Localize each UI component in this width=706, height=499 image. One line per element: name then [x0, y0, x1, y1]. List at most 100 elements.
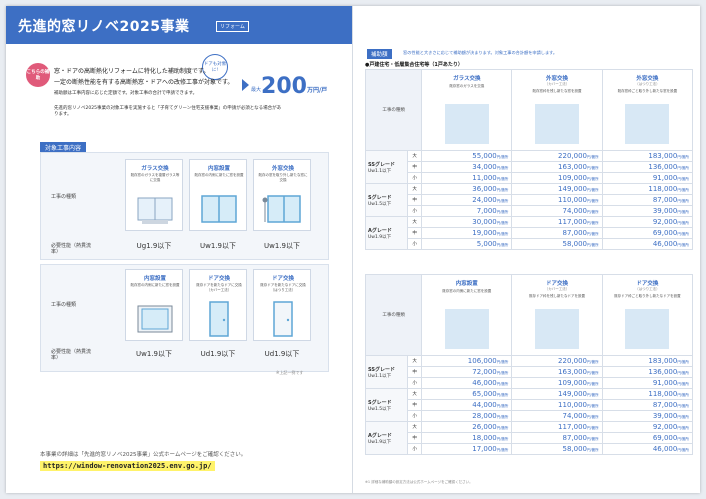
- table-row: 中 18,000円/箇所 87,000円/箇所 69,000円/箇所: [366, 432, 694, 444]
- amount-unit: 円/箇所: [677, 243, 689, 247]
- subsidy-amount: 136,000円/箇所: [648, 163, 689, 171]
- performance-value: Ud1.9以下: [264, 350, 300, 358]
- amount-unit: 円/箇所: [587, 426, 599, 430]
- amount-number: 19,000: [472, 229, 497, 237]
- table-row: Aグレード Uw1.9以下大 30,000円/箇所 117,000円/箇所 92,000…: [364, 216, 694, 250]
- subsidy-amount-cell: 183,000円/箇所: [601, 150, 694, 162]
- amount-number: 65,000: [472, 390, 497, 398]
- bullet-1: 補助額は工事内容に応じた定額です。対象工事の合計で申請できます。: [54, 91, 198, 96]
- header-title: 内窓設置: [455, 281, 478, 287]
- arrow-icon: [242, 79, 249, 91]
- subsidy-amount-cell: 26,000円/箇所: [421, 421, 513, 433]
- subsidy-amount-cell: 65,000円/箇所: [421, 388, 513, 400]
- work-card: 外窓交換 既存の窓を取り外し新たな窓に交換: [253, 159, 311, 231]
- table-corner-label: 工事の種類: [364, 274, 423, 356]
- amount-unit: 円/箇所: [677, 382, 689, 386]
- header-desc: 既存ドア枠を残し新たなドアを設置: [529, 294, 586, 298]
- outer-window-icon: [262, 195, 301, 223]
- amount-unit: 円/箇所: [677, 177, 689, 181]
- amount-number: 220,000: [558, 357, 587, 365]
- size-label: 中: [407, 399, 423, 411]
- table-row: Sグレード Uw1.5以下大 65,000円/箇所 149,000円/箇所 118,00…: [364, 388, 694, 422]
- inner-window-icon: [201, 195, 237, 223]
- subsidy-amount-cell: 58,000円/箇所: [511, 443, 603, 455]
- brochure-spread: 先進的窓リノベ2025事業 リフォーム こちらの補助 ドアも対象に! 窓・ドアの…: [6, 6, 700, 493]
- subsidy-amount-cell: 5,000円/箇所: [421, 238, 513, 250]
- subsidy-amount: 58,000円/箇所: [563, 445, 599, 453]
- header-subtitle: （カバー工法）: [544, 82, 570, 86]
- page-title: 先進的窓リノベ2025事業: [18, 19, 190, 35]
- row-label: 工事の種類: [51, 194, 77, 200]
- section-label: 対象工事内容: [40, 142, 87, 153]
- amount-number: 92,000: [652, 423, 678, 431]
- amount-number: 39,000: [652, 207, 678, 215]
- table-row: Sグレード Uw1.5以下大 36,000円/箇所 149,000円/箇所 118,00…: [364, 183, 694, 217]
- amount-unit: 円/箇所: [677, 404, 689, 408]
- official-site-link[interactable]: https://window-renovation2025.env.go.jp/: [40, 461, 215, 471]
- table-row: SSグレード Uw1.1以下大 106,000円/箇所 220,000円/箇所 183,…: [364, 355, 694, 389]
- amount-unit: 円/箇所: [496, 404, 509, 408]
- subsidy-amount: 34,000円/箇所: [472, 163, 508, 171]
- table-row: SSグレード Uw1.1以下大 55,000円/箇所 220,000円/箇所 183,0…: [364, 150, 694, 184]
- subsidy-amount: 106,000円/箇所: [468, 357, 509, 365]
- window-illustration-icon: [535, 309, 580, 349]
- grade-condition: Uw1.1以下: [368, 373, 392, 379]
- amount-number: 74,000: [562, 207, 588, 215]
- table-row: 小 5,000円/箇所 58,000円/箇所 46,000円/箇所: [366, 238, 694, 250]
- grade-condition: Uw1.5以下: [368, 201, 392, 207]
- size-label: 大: [407, 150, 423, 162]
- amount-unit: 円/箇所: [496, 166, 509, 170]
- subsidy-amount: 58,000円/箇所: [563, 240, 599, 248]
- subsidy-amount: 163,000円/箇所: [558, 163, 599, 171]
- amount-number: 149,000: [558, 390, 587, 398]
- subsidy-amount-cell: 69,000円/箇所: [601, 227, 694, 239]
- amount-number: 163,000: [558, 163, 587, 171]
- subsidy-amount-cell: 149,000円/箇所: [511, 388, 603, 400]
- subsidy-amount: 117,000円/箇所: [558, 423, 599, 431]
- amount-unit: 円/箇所: [677, 232, 689, 236]
- right-page: 補助額 窓の性能と大きさに応じて補助額が決まります。対象工事の合計額を申請します…: [353, 6, 700, 493]
- header-subtitle: （はつり工法）: [635, 82, 660, 86]
- subsidy-amount-cell: 74,000円/箇所: [511, 205, 603, 217]
- table-row: 小 28,000円/箇所 74,000円/箇所 39,000円/箇所: [366, 410, 694, 422]
- subsidy-amount-cell: 106,000円/箇所: [421, 355, 513, 367]
- window-illustration-icon: [444, 309, 489, 349]
- amount-number: 91,000: [652, 174, 678, 182]
- amount-unit: 円/箇所: [587, 232, 599, 236]
- grade-name: SSグレード: [368, 161, 395, 168]
- size-label: 中: [407, 366, 423, 378]
- card-desc: 既存窓のガラスを複層ガラス等に交換: [130, 173, 180, 182]
- door-icon: [273, 301, 293, 337]
- performance-value: Uw1.9以下: [136, 350, 172, 358]
- grade-label: Aグレード Uw1.9以下: [364, 216, 409, 250]
- amount-unit: 円/箇所: [496, 232, 509, 236]
- amount-number: 55,000: [472, 152, 497, 160]
- amount-unit: 円/箇所: [496, 210, 509, 214]
- subsidy-amount: 220,000円/箇所: [558, 152, 599, 160]
- grade-name: Aグレード: [368, 432, 392, 439]
- subsidy-amount: 87,000円/箇所: [653, 196, 689, 204]
- subsidy-amount: 110,000円/箇所: [558, 401, 599, 409]
- inner-window-icon: [137, 305, 173, 333]
- subsidy-amount-cell: 118,000円/箇所: [601, 183, 694, 195]
- subsidy-amount: 44,000円/箇所: [472, 401, 508, 409]
- amount-unit: 円/箇所: [587, 243, 599, 247]
- table-title: ●戸建住宅・低層集合住宅等（1戸あたり）: [365, 62, 463, 68]
- window-illustration-icon: [444, 104, 489, 144]
- subsidy-amount: 69,000円/箇所: [653, 229, 689, 237]
- amount-unit: 円/箇所: [587, 404, 599, 408]
- subsidy-amount-cell: 55,000円/箇所: [421, 150, 513, 162]
- title-badge: リフォーム: [216, 21, 249, 32]
- subsidy-amount-cell: 117,000円/箇所: [511, 421, 603, 433]
- size-label: 中: [407, 432, 423, 444]
- subsidy-amount-cell: 136,000円/箇所: [601, 161, 694, 173]
- work-card: 内窓設置 既存窓の内側に新たに窓を設置: [125, 269, 183, 341]
- subsidy-table-bottom: 工事の種類 内窓設置 既存窓の内側に新たに窓を設置 ドア交換 （カバー工法） 既存ドア枠を…: [364, 274, 694, 455]
- size-label: 中: [407, 161, 423, 173]
- header-subtitle: （はつり工法）: [635, 287, 660, 291]
- subsidy-amount: 183,000円/箇所: [648, 152, 689, 160]
- work-type-header: 外窓交換 （はつり工法） 既存窓枠ごと取り外し新たな窓を設置: [601, 69, 694, 151]
- callout-bubble: こちらの補助: [26, 63, 50, 87]
- card-title: ドア交換: [271, 276, 294, 282]
- amount-unit: 円/箇所: [496, 177, 509, 181]
